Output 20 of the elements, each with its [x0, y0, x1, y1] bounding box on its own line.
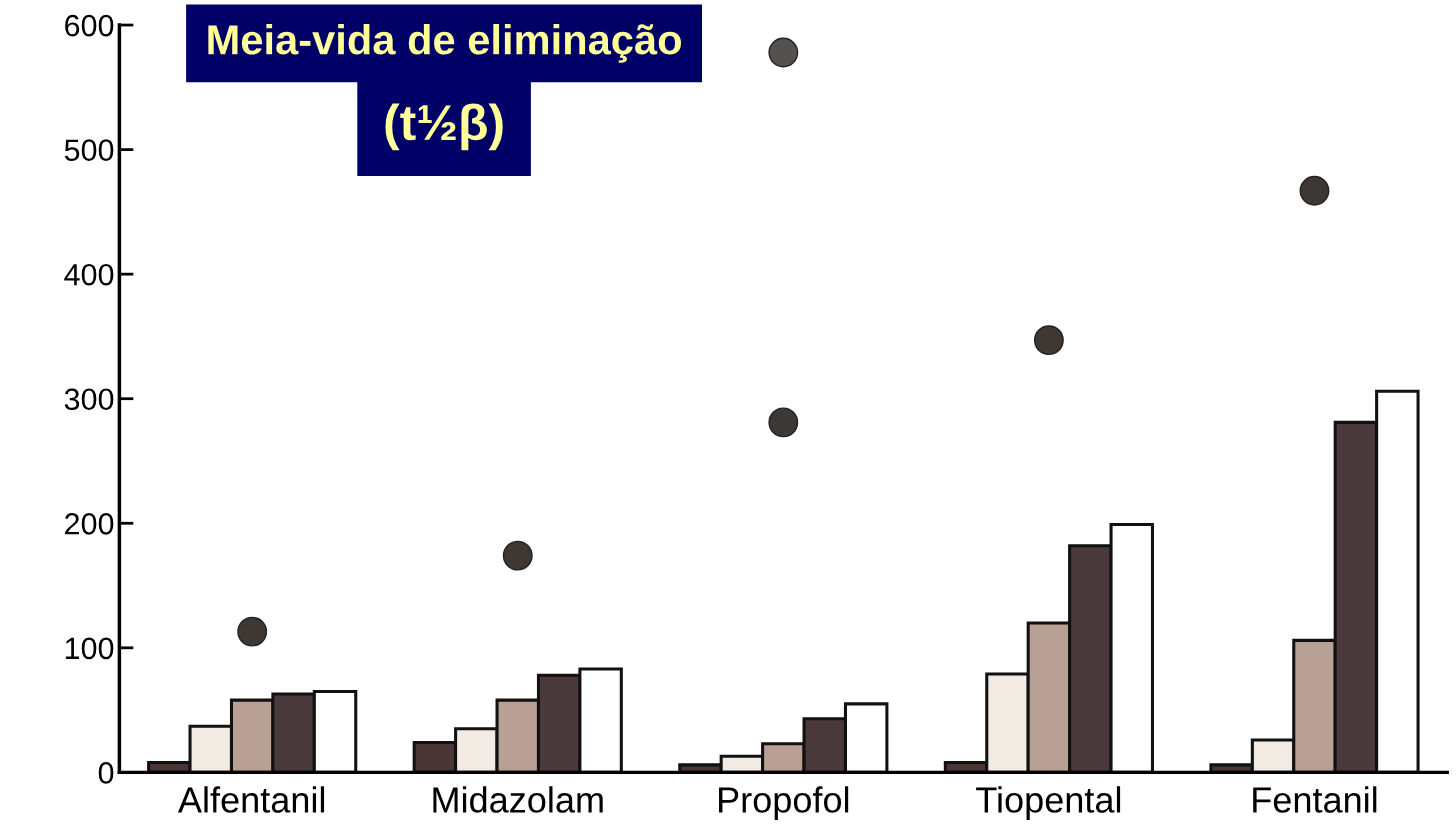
y-tick-label: 100 [65, 637, 114, 660]
y-tick-label: 300 [64, 388, 114, 411]
x-tick-label: Fentanil [1253, 786, 1377, 813]
text: (t½β) [385, 103, 503, 151]
y-tick-label: 0 [98, 762, 114, 784]
x-tick-label: Propofol [719, 786, 849, 820]
point [502, 540, 533, 571]
y-tick-label: 600 [65, 14, 114, 37]
x-tick-label: Midazolam [433, 786, 603, 813]
point [768, 37, 799, 68]
y-tick-label: 200 [65, 513, 114, 535]
y-tick-label: 500 [64, 139, 114, 161]
point [1033, 325, 1064, 356]
y-tick-label: 400 [64, 263, 114, 286]
point [1299, 175, 1330, 206]
chart-title: Meia-vida de eliminação [208, 24, 681, 63]
x-tick-label: Tiopental [976, 786, 1121, 820]
x-tick-label: Alfentanil [177, 786, 325, 813]
point [237, 616, 268, 647]
point [768, 407, 799, 438]
